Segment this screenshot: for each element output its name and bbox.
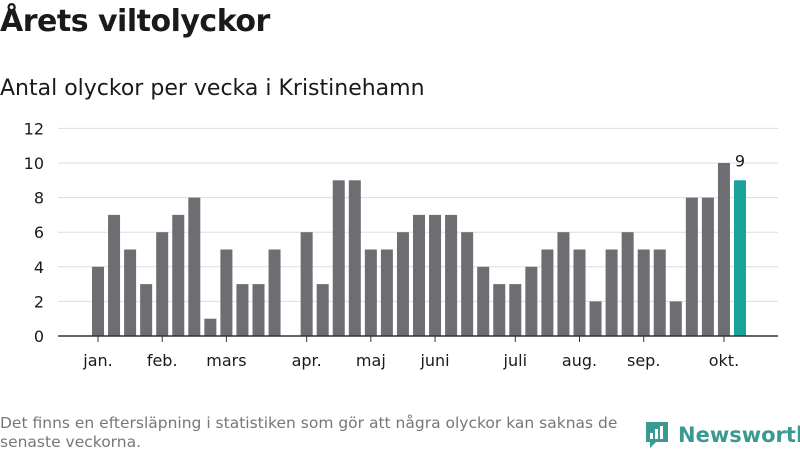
bar [364, 249, 377, 336]
bar [525, 266, 538, 336]
bar [92, 266, 104, 336]
bar [669, 301, 682, 336]
x-tick-label: feb. [147, 351, 178, 370]
bar [316, 284, 329, 336]
bar [685, 197, 698, 336]
bar-chart: 0 2 4 6 8 10 12 jan. feb. mars apr. maj juni juli aug.… [24, 119, 778, 370]
footnote: Det finns en eftersläpning i statistiken… [0, 414, 618, 451]
bar [461, 232, 474, 336]
bar [236, 284, 249, 336]
chart-title: Årets viltolyckor [0, 4, 270, 39]
x-tick-label: juli [503, 351, 527, 370]
bar [493, 284, 506, 336]
bar [429, 214, 442, 336]
bar [605, 249, 618, 336]
bar [332, 180, 345, 336]
bar [413, 214, 425, 336]
y-tick-label: 8 [34, 189, 44, 208]
x-tick-label: aug. [562, 351, 597, 370]
bar [621, 232, 634, 336]
bar [637, 249, 650, 336]
bar [268, 249, 281, 336]
bar [573, 249, 586, 336]
bar [396, 232, 409, 336]
bar [140, 284, 153, 336]
x-tick-label: jan. [82, 351, 112, 370]
y-tick-label: 0 [34, 327, 44, 346]
x-tick-label: sep. [627, 351, 660, 370]
x-tick-label: maj [356, 351, 386, 370]
x-tick-label: okt. [709, 351, 739, 370]
newsworthy-logo-icon [646, 422, 668, 448]
x-tick-label: mars [206, 351, 246, 370]
bar [220, 249, 233, 336]
chart-subtitle: Antal olyckor per vecka i Kristinehamn [0, 76, 425, 101]
bar [557, 232, 570, 336]
y-tick-label: 2 [34, 292, 44, 311]
x-tick-label: juni [419, 351, 449, 370]
y-tick-label: 10 [24, 154, 44, 173]
bar [188, 197, 201, 336]
bar-highlight [734, 180, 746, 336]
bar [108, 214, 121, 336]
bar [204, 318, 217, 336]
x-tick-label: apr. [292, 351, 322, 370]
bar [124, 249, 137, 336]
data-label: 9 [735, 151, 745, 170]
bar [653, 249, 666, 336]
bar [380, 249, 393, 336]
bar [589, 301, 602, 336]
bar [445, 214, 458, 336]
bar [348, 180, 361, 336]
bar [156, 232, 169, 336]
bar [252, 284, 265, 336]
newsworthy-brand: Newsworthy [644, 419, 800, 451]
bar [509, 284, 522, 336]
y-tick-label: 4 [34, 258, 44, 277]
y-tick-label: 12 [24, 119, 44, 138]
bar [477, 266, 490, 336]
bar [541, 249, 554, 336]
bar [701, 197, 714, 336]
y-tick-label: 6 [34, 223, 44, 242]
bar [300, 232, 313, 336]
brand-name: Newsworthy [678, 423, 800, 447]
bar [717, 163, 730, 336]
bar [172, 214, 185, 336]
